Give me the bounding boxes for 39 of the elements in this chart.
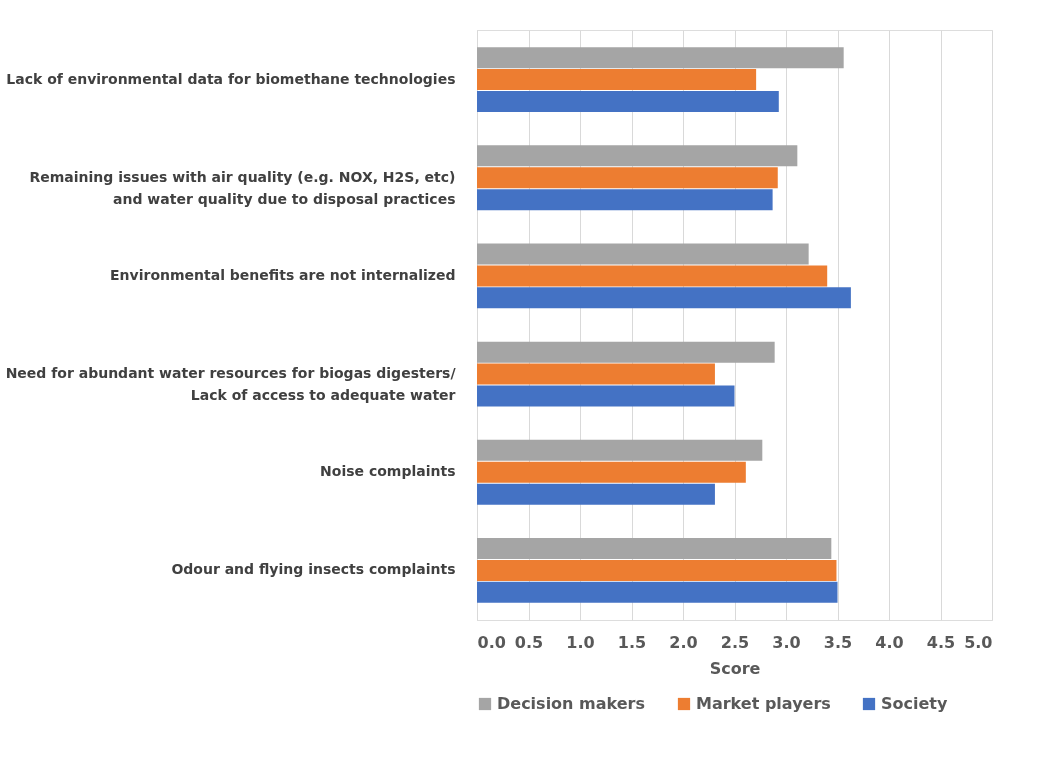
y-tick-label: Odour and flying insects complaints [171, 561, 456, 578]
x-tick-label: 0.0 [477, 632, 506, 652]
bar [477, 439, 763, 461]
y-tick-label: Need for abundant water resources for biogas digesters/ Lack of access to adequate water [5, 365, 457, 404]
bar [477, 69, 757, 91]
bar [477, 189, 773, 211]
x-tick-label: 4.0 [875, 632, 904, 652]
bar [477, 91, 779, 112]
bar [477, 167, 778, 189]
x-tick-label: 2.0 [669, 632, 698, 652]
bar [477, 538, 832, 559]
x-tick-label: 2.5 [720, 632, 750, 652]
legend-label: Society [881, 694, 948, 713]
bar [477, 47, 844, 69]
legend-label: Market players [696, 694, 831, 713]
x-tick-label: 1.5 [617, 632, 647, 652]
x-axis-title: Score [709, 658, 761, 678]
bar [477, 559, 837, 581]
bar [477, 483, 715, 505]
x-tick-label: 5.0 [964, 632, 993, 652]
x-tick-label: 1.0 [566, 632, 595, 652]
bar [477, 581, 838, 603]
y-tick-label: Remaining issues with air quality (e.g. NOX, H2S, etc) and water quality due to disposal practices [29, 168, 456, 207]
x-tick-label: 4.5 [926, 632, 956, 652]
y-tick-label: Lack of environmental data for biomethane technologies [6, 70, 456, 87]
legend-label: Decision makers [497, 694, 646, 713]
bar [477, 243, 809, 265]
x-tick-label: 3.0 [772, 632, 801, 652]
y-tick-label: Environmental benefits are not internalized [110, 266, 456, 283]
y-tick-label: Noise complaints [320, 463, 456, 480]
bar [477, 145, 798, 167]
bar [477, 265, 828, 287]
bar [477, 287, 851, 309]
bar [477, 461, 746, 483]
x-tick-label: 0.5 [514, 632, 544, 652]
bar [477, 341, 775, 363]
bar [477, 363, 715, 385]
x-tick-label: 3.5 [823, 632, 853, 652]
bar [477, 385, 735, 407]
